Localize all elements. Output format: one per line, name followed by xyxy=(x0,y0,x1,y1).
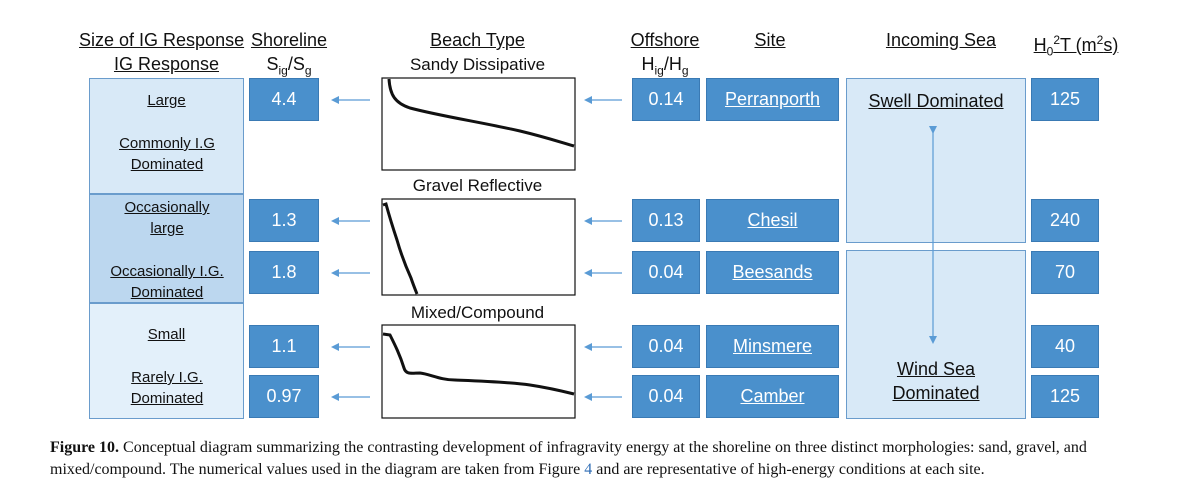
header-ig-size: Size of IG Response xyxy=(79,30,245,50)
shoreline-value-camber: 0.97 xyxy=(249,375,319,418)
h0t-value-minsmere: 40 xyxy=(1031,325,1099,368)
ig-rarely-dominated: Rarely I.G. Dominated xyxy=(130,369,204,407)
ig-panel-occasional xyxy=(89,194,244,303)
h0t-value-beesands: 70 xyxy=(1031,251,1099,294)
site-chesil: Chesil xyxy=(706,199,839,242)
caption-text-b: and are representative of high-energy co… xyxy=(592,461,985,478)
shoreline-value-chesil: 1.3 xyxy=(249,199,319,242)
header-ig-response: IG Response xyxy=(113,54,220,74)
figure-caption: Figure 10. Conceptual diagram summarizin… xyxy=(50,437,1165,481)
profile-line-sandy xyxy=(387,78,575,148)
caption-figure-ref[interactable]: 4 xyxy=(584,461,593,478)
profile-box-gravel xyxy=(381,198,576,296)
beach-type-gravel: Gravel Reflective xyxy=(412,176,543,195)
offshore-value-chesil: 0.13 xyxy=(632,199,700,242)
ig-occasionally-dominated: Occasionally I.G. Dominated xyxy=(110,263,224,301)
profile-line-gravel xyxy=(382,202,419,295)
shoreline-value-beesands: 1.8 xyxy=(249,251,319,294)
sea-swell-dominated: Swell Dominated xyxy=(868,91,1004,111)
offshore-value-beesands: 0.04 xyxy=(632,251,700,294)
beach-type-sandy: Sandy Dissipative xyxy=(409,55,546,74)
header-site: Site xyxy=(754,30,786,50)
ig-occasionally-large: Occasionally large xyxy=(124,199,210,237)
header-shoreline-ratio: Sig/Sg xyxy=(266,54,312,78)
offshore-value-perranporth: 0.14 xyxy=(632,78,700,121)
ig-panel-small xyxy=(89,303,244,419)
header-h0t: H02T (m2s) xyxy=(1033,33,1119,59)
header-offshore: Offshore xyxy=(630,30,700,50)
offshore-value-minsmere: 0.04 xyxy=(632,325,700,368)
ig-small: Small xyxy=(147,326,186,343)
header-incoming-sea: Incoming Sea xyxy=(885,30,997,50)
ig-panel-large xyxy=(89,78,244,194)
profile-box-mixed xyxy=(381,324,576,419)
header-beach-type: Beach Type xyxy=(430,30,525,50)
shoreline-value-minsmere: 1.1 xyxy=(249,325,319,368)
h0t-value-chesil: 240 xyxy=(1031,199,1099,242)
site-beesands: Beesands xyxy=(706,251,839,294)
offshore-value-camber: 0.04 xyxy=(632,375,700,418)
h0t-value-perranporth: 125 xyxy=(1031,78,1099,121)
h0t-value-camber: 125 xyxy=(1031,375,1099,418)
profile-line-mixed xyxy=(382,332,575,396)
site-camber: Camber xyxy=(706,375,839,418)
caption-label: Figure 10. xyxy=(50,439,120,456)
sea-wind-dominated: Wind Sea Dominated xyxy=(892,359,980,403)
caption-text-a: Conceptual diagram summarizing the contr… xyxy=(50,439,1087,478)
site-perranporth: Perranporth xyxy=(706,78,839,121)
header-shoreline: Shoreline xyxy=(250,30,328,50)
header-offshore-ratio: Hig/Hg xyxy=(641,54,689,78)
beach-type-mixed: Mixed/Compound xyxy=(410,303,545,322)
ig-commonly-dominated: Commonly I.G Dominated xyxy=(119,135,215,173)
ig-large: Large xyxy=(147,92,186,109)
profile-box-sandy xyxy=(381,77,576,171)
shoreline-value-perranporth: 4.4 xyxy=(249,78,319,121)
site-minsmere: Minsmere xyxy=(706,325,839,368)
